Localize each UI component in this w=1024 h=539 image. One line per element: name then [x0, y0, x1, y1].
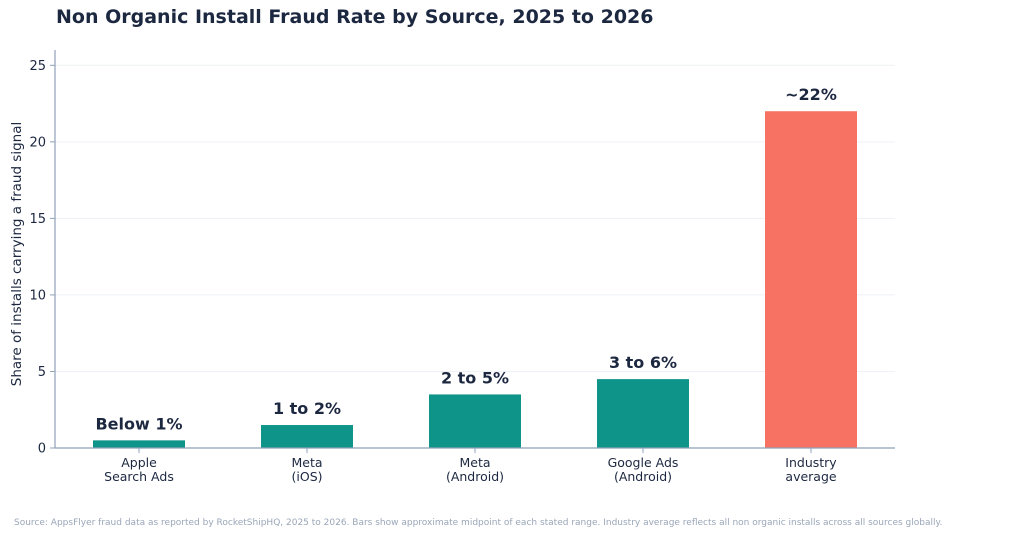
x-tick-label: Industry	[785, 455, 837, 470]
grid-layer	[55, 64, 895, 372]
bar	[261, 425, 353, 448]
bar	[429, 394, 521, 448]
bars-layer	[93, 111, 857, 448]
x-tick-label: Google Ads	[608, 455, 679, 470]
bar	[765, 111, 857, 448]
data-labels-layer: Below 1% 1 to 2% 2 to 5% 3 to 6% ~22%	[95, 85, 836, 433]
chart-title: Non Organic Install Fraud Rate by Source…	[56, 6, 654, 28]
x-tick-label: (iOS)	[292, 469, 323, 484]
x-tick-label: Search Ads	[104, 469, 174, 484]
x-tick-label: Meta	[291, 455, 322, 470]
y-tick-label: 25	[29, 59, 46, 74]
y-tick-label: 20	[29, 135, 46, 150]
data-label: Below 1%	[95, 414, 182, 433]
y-axis-title: Share of installs carrying a fraud signa…	[9, 122, 25, 387]
x-tick-label: Meta	[459, 455, 490, 470]
bar	[93, 440, 185, 448]
data-label: 2 to 5%	[441, 368, 509, 387]
data-label: ~22%	[785, 85, 837, 104]
data-label: 3 to 6%	[609, 353, 677, 372]
bar	[597, 379, 689, 448]
data-label: 1 to 2%	[273, 399, 341, 418]
x-tick-label: average	[785, 469, 836, 484]
y-tick-label: 10	[29, 288, 46, 303]
source-note: Source: AppsFlyer fraud data as reported…	[14, 518, 943, 528]
x-tick-label: Apple	[121, 455, 157, 470]
x-tick-label: (Android)	[446, 469, 504, 484]
y-tick-label: 0	[38, 442, 46, 457]
x-tick-label: (Android)	[614, 469, 672, 484]
y-tick-label: 5	[38, 365, 46, 380]
axes-layer: Share of installs carrying a fraud signa…	[9, 50, 895, 449]
y-tick-label: 15	[29, 212, 46, 227]
